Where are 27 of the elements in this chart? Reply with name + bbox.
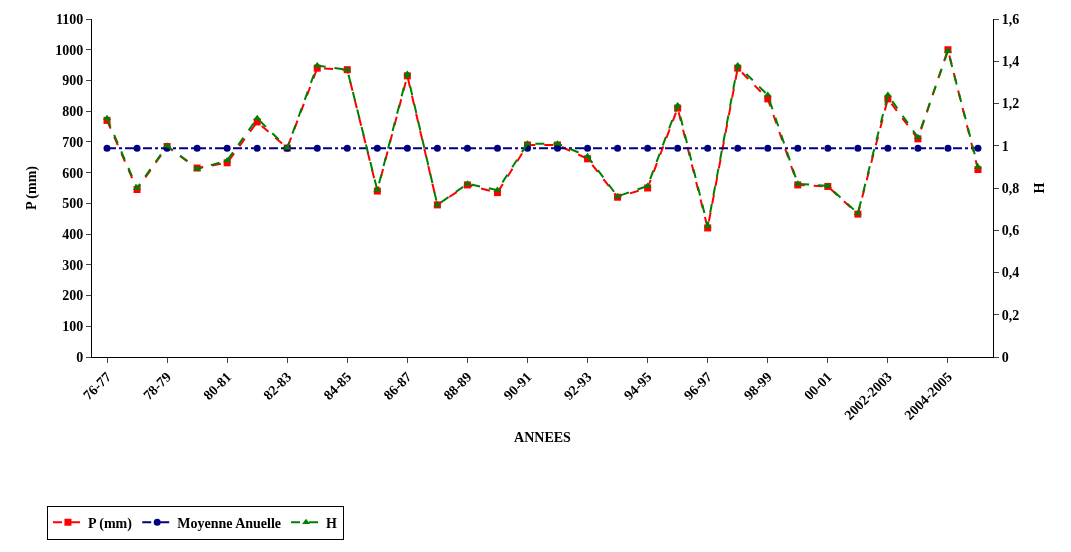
y2-tick-label: 0,4 [1001,265,1020,281]
y-tick-label: 600 [62,165,84,181]
y-axis-title: P (mm) [23,165,40,210]
y-tick-label: 300 [62,257,84,273]
y-tick-label: 500 [62,196,84,212]
legend-label: Moyenne Anuelle [177,515,282,531]
legend-label: H [326,515,338,531]
y-tick-label: 1000 [55,42,84,58]
x-axis-title: ANNEES [514,430,572,446]
y-tick-label: 1100 [55,11,84,27]
y-tick-label: 0 [76,349,84,365]
y2-tick-label: 1 [1001,138,1009,154]
y2-tick-label: 1,6 [1001,11,1020,27]
y-tick-label: 800 [62,104,84,120]
y-tick-label: 700 [62,134,84,150]
y2-tick-label: 0,2 [1001,307,1020,323]
y-tick-label: 200 [62,288,84,304]
y-tick-label: 900 [62,73,84,89]
y2-tick-label: 0,8 [1001,180,1020,196]
y2-axis-title: H [1031,182,1047,194]
y2-tick-label: 0,6 [1001,223,1020,239]
y-tick-label: 100 [62,319,84,335]
y2-tick-label: 1,2 [1001,96,1020,112]
legend-label: P (mm) [87,515,133,532]
y2-tick-label: 1,4 [1001,54,1020,70]
y-tick-label: 400 [62,226,84,242]
y2-tick-label: 0 [1001,349,1009,365]
